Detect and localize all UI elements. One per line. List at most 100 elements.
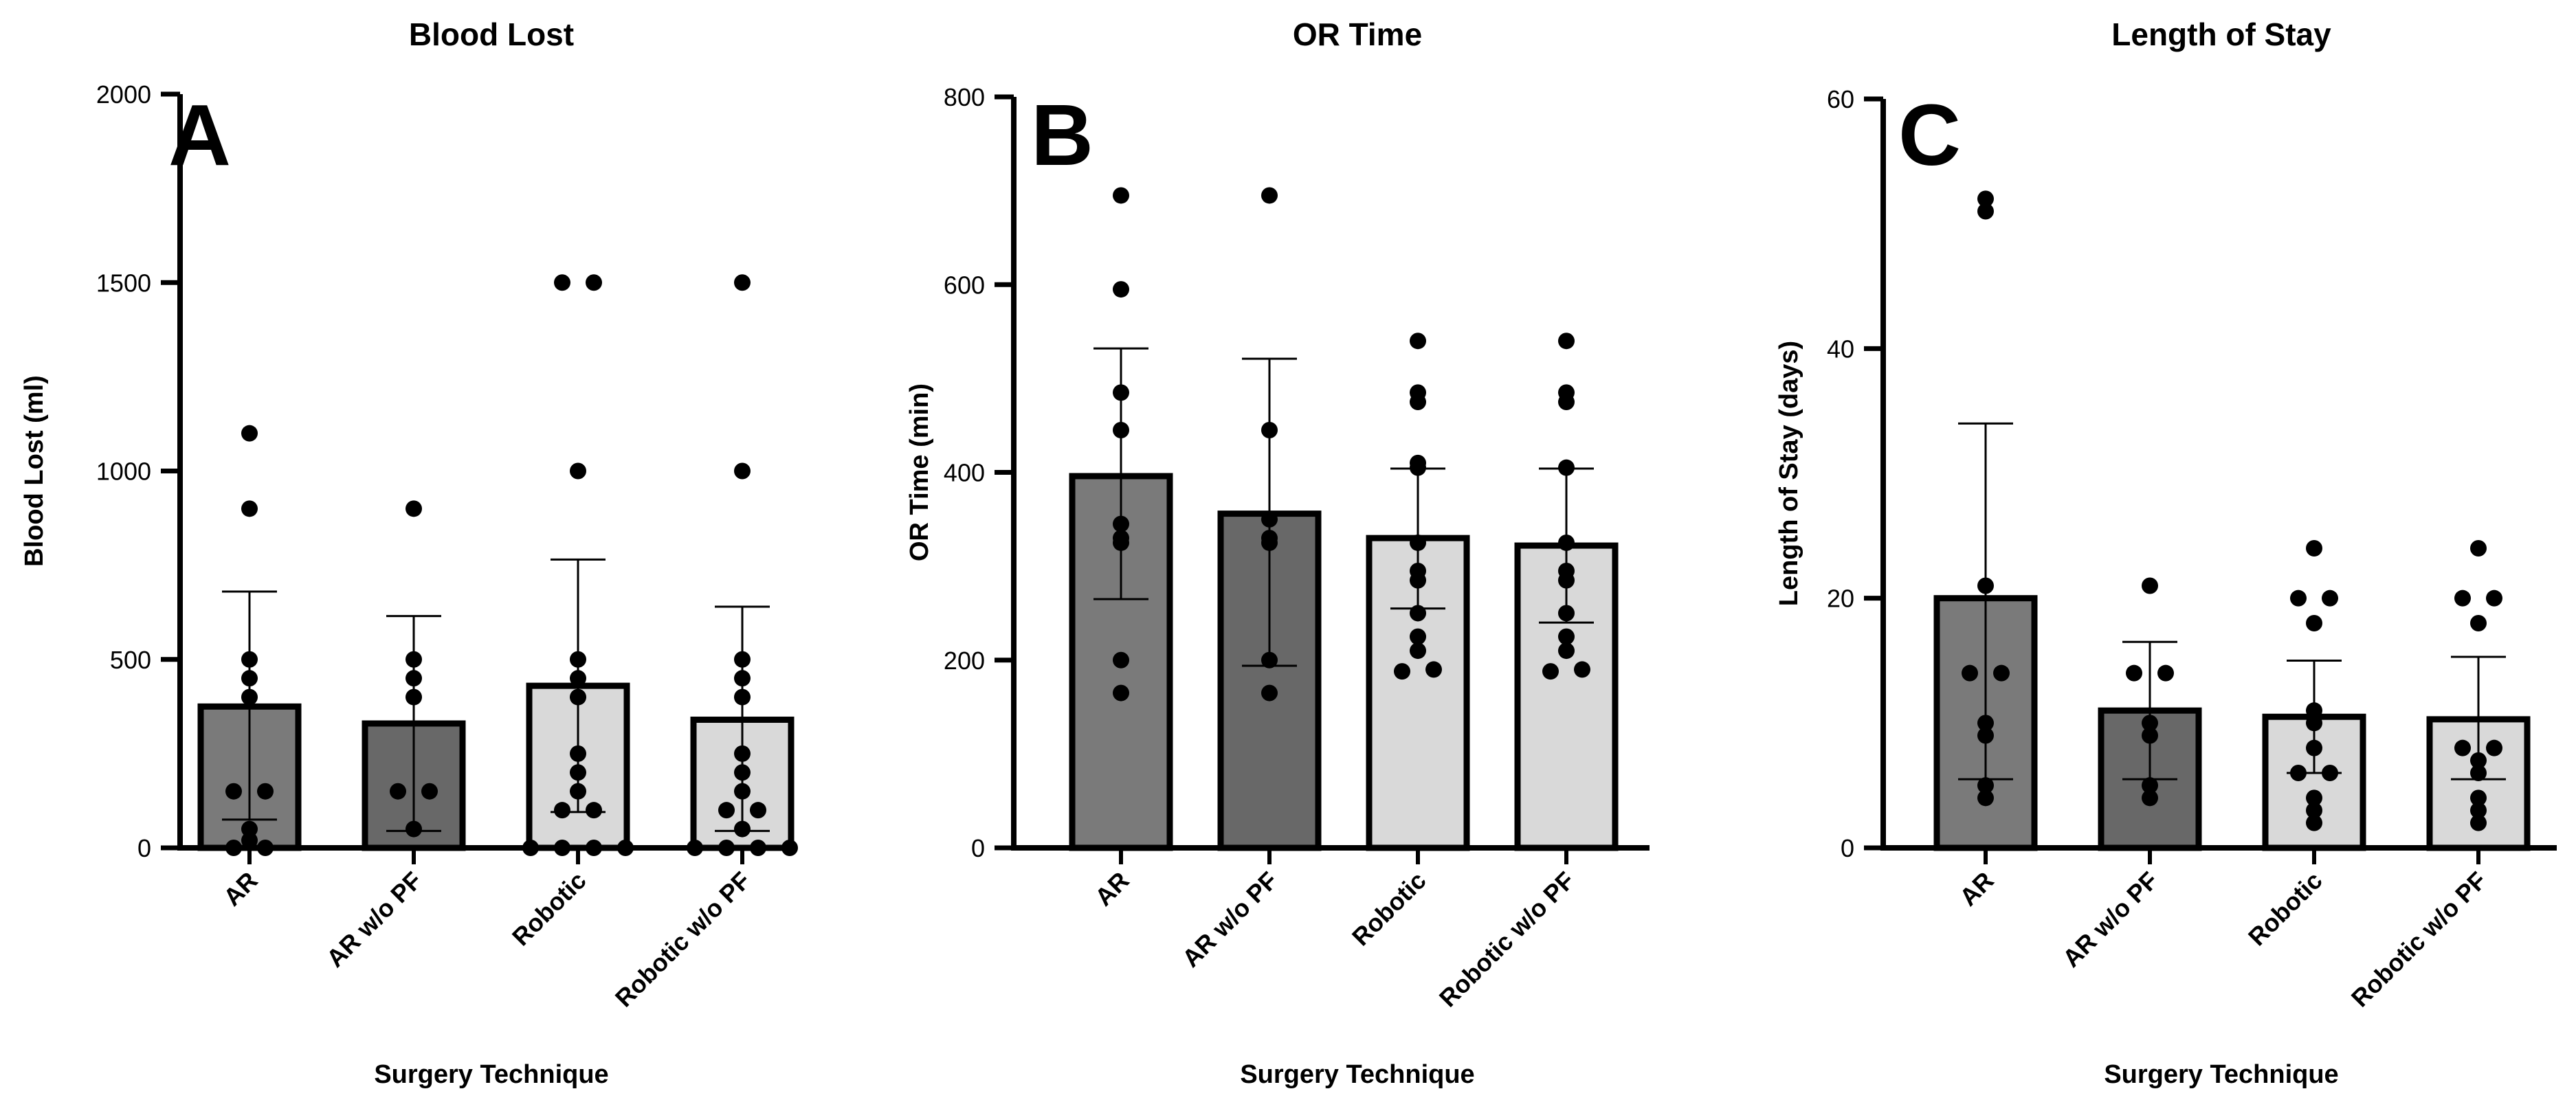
data-point	[1558, 534, 1575, 551]
y-axis-title: OR Time (min)	[905, 383, 934, 561]
data-point	[1410, 534, 1426, 551]
data-point	[734, 820, 751, 838]
x-axis-title: Surgery Technique	[374, 1060, 608, 1089]
y-tick-label: 2000	[96, 80, 151, 109]
data-point	[2306, 540, 2322, 557]
data-point	[1113, 515, 1129, 532]
data-point	[1962, 664, 1978, 682]
x-tick-label: AR w/o PF	[321, 866, 428, 973]
data-point	[2306, 615, 2322, 631]
data-point	[2142, 777, 2158, 794]
data-point	[570, 670, 586, 687]
data-point	[1410, 628, 1426, 645]
data-point	[570, 462, 586, 480]
data-point	[734, 783, 751, 800]
y-tick-label: 600	[944, 271, 985, 299]
data-point	[406, 651, 422, 668]
data-point	[1977, 715, 1994, 732]
x-axis-title: Surgery Technique	[2104, 1060, 2338, 1089]
y-tick-label: 20	[1827, 585, 1854, 613]
panel-letter: B	[1031, 87, 1093, 183]
y-tick-label: 500	[110, 646, 151, 674]
data-point	[1261, 530, 1278, 547]
y-tick-label: 40	[1827, 335, 1854, 363]
y-tick-label: 0	[971, 834, 985, 862]
data-point	[2290, 590, 2307, 607]
data-point	[241, 688, 258, 706]
y-tick-label: 800	[944, 83, 985, 111]
data-point	[2454, 739, 2471, 756]
data-point	[1977, 789, 1994, 807]
data-point	[1410, 562, 1426, 579]
x-axis-title: Surgery Technique	[1240, 1060, 1474, 1089]
data-point	[225, 783, 242, 800]
data-point	[734, 462, 751, 480]
data-point	[718, 802, 735, 819]
data-point	[1113, 684, 1129, 702]
data-point	[2290, 765, 2307, 781]
x-tick-label: Robotic	[2243, 866, 2328, 952]
data-point	[554, 274, 570, 291]
data-point	[1261, 684, 1278, 702]
x-tick-label: Robotic w/o PF	[2346, 866, 2492, 1013]
x-tick-label: Robotic w/o PF	[610, 866, 756, 1013]
data-point	[2142, 577, 2158, 594]
data-point	[1410, 384, 1426, 401]
data-point	[734, 745, 751, 762]
data-point	[586, 274, 602, 291]
x-tick-label: Robotic w/o PF	[1434, 866, 1580, 1013]
data-point	[734, 764, 751, 781]
x-tick-label: AR	[1954, 866, 1999, 912]
y-tick-label: 200	[944, 647, 985, 675]
data-point	[1394, 663, 1410, 680]
y-tick-label: 1000	[96, 458, 151, 486]
data-point	[1977, 190, 1994, 207]
data-point	[570, 651, 586, 668]
y-tick-label: 400	[944, 459, 985, 487]
data-point	[1410, 605, 1426, 622]
data-point	[2306, 702, 2322, 719]
chart-title: Blood Lost	[409, 16, 574, 52]
data-point	[1425, 661, 1442, 678]
data-point	[1993, 664, 2010, 682]
data-point	[750, 802, 766, 819]
y-axis-title: Blood Lost (ml)	[20, 375, 49, 567]
data-point	[1113, 281, 1129, 298]
data-point	[734, 651, 751, 668]
data-point	[781, 840, 798, 856]
data-point	[2142, 715, 2158, 732]
data-point	[1113, 187, 1129, 204]
data-point	[2306, 715, 2322, 732]
data-point	[2306, 802, 2322, 819]
data-point	[2306, 739, 2322, 756]
data-point	[390, 783, 406, 800]
data-point	[1558, 562, 1575, 579]
data-point	[2126, 664, 2142, 682]
data-point	[1558, 333, 1575, 350]
data-point	[2454, 590, 2471, 607]
data-point	[734, 688, 751, 706]
x-tick-label: AR	[218, 866, 263, 912]
data-point	[1113, 651, 1129, 669]
data-point	[2486, 739, 2502, 756]
data-point	[734, 670, 751, 687]
data-point	[241, 500, 258, 517]
data-point	[2470, 752, 2487, 769]
data-point	[1113, 384, 1129, 401]
x-tick-label: Robotic	[507, 866, 592, 952]
y-tick-label: 1500	[96, 269, 151, 297]
data-point	[1558, 642, 1575, 660]
chart-panel-b: OR Time B OR Time (min) AR AR w/o PF Robotic R…	[905, 16, 1650, 1089]
data-point	[1977, 577, 1994, 594]
data-point	[421, 783, 438, 800]
data-point	[241, 425, 258, 442]
data-point	[241, 832, 258, 849]
chart-title: OR Time	[1293, 16, 1422, 52]
data-point	[2470, 802, 2487, 819]
data-point	[1558, 605, 1575, 622]
data-point	[406, 688, 422, 706]
data-point	[2486, 590, 2502, 607]
data-point	[570, 764, 586, 781]
x-tick-label: Robotic	[1346, 866, 1432, 952]
